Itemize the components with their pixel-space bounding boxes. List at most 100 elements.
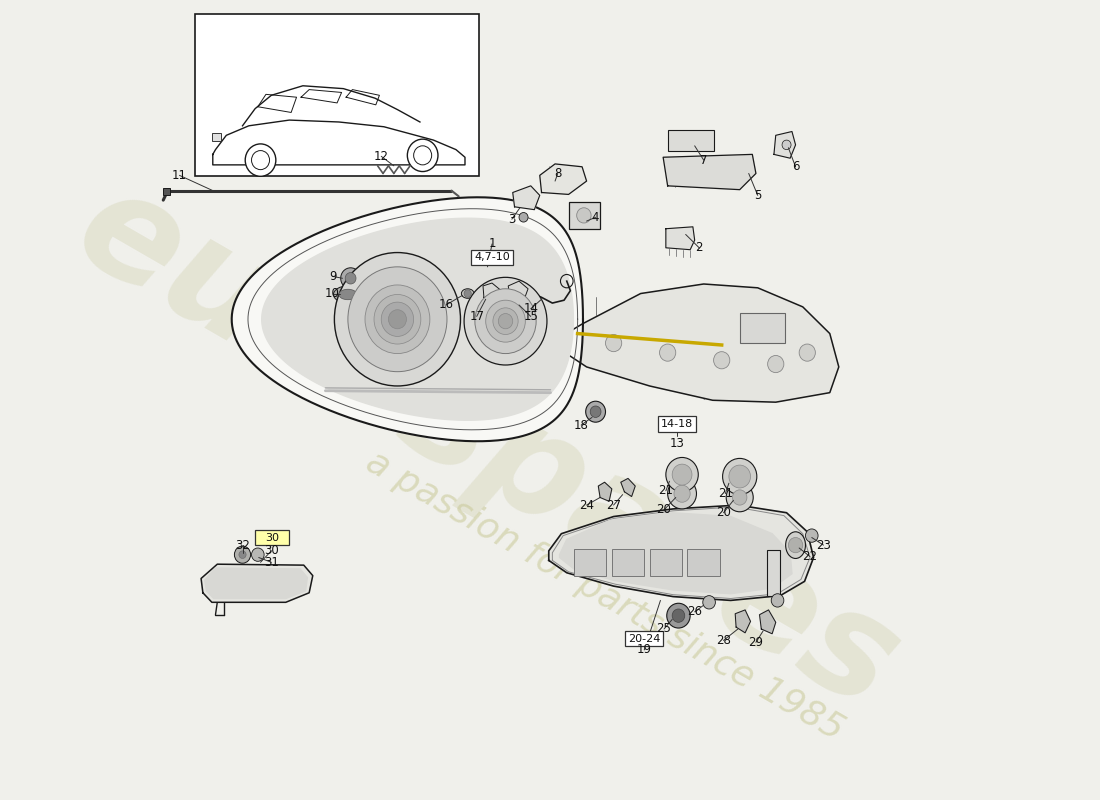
Ellipse shape xyxy=(785,532,805,558)
Circle shape xyxy=(252,548,264,562)
Circle shape xyxy=(382,302,414,337)
Text: 20: 20 xyxy=(716,506,730,519)
Text: 20-24: 20-24 xyxy=(628,634,660,643)
Text: 18: 18 xyxy=(574,418,589,431)
Text: 15: 15 xyxy=(524,310,538,323)
Polygon shape xyxy=(598,482,612,502)
Bar xyxy=(569,202,601,229)
Text: 26: 26 xyxy=(688,606,702,618)
Text: 21: 21 xyxy=(659,484,673,498)
Text: 7: 7 xyxy=(700,154,707,166)
Circle shape xyxy=(703,596,715,609)
Circle shape xyxy=(245,144,276,176)
Circle shape xyxy=(464,290,471,298)
Text: 11: 11 xyxy=(172,169,187,182)
Circle shape xyxy=(723,458,757,494)
Circle shape xyxy=(667,603,690,628)
Circle shape xyxy=(672,609,685,622)
Ellipse shape xyxy=(461,289,474,298)
Text: 8: 8 xyxy=(554,167,561,180)
Circle shape xyxy=(493,308,518,334)
Circle shape xyxy=(486,300,526,342)
Text: 17: 17 xyxy=(470,310,484,323)
Text: eurospares: eurospares xyxy=(53,156,922,740)
Text: 14-18: 14-18 xyxy=(660,419,693,429)
Text: 29: 29 xyxy=(748,636,763,649)
Text: 5: 5 xyxy=(754,189,761,202)
Circle shape xyxy=(674,485,690,502)
Text: 31: 31 xyxy=(264,556,278,569)
Text: 4: 4 xyxy=(592,210,600,224)
Polygon shape xyxy=(513,186,540,210)
Circle shape xyxy=(591,406,601,418)
Polygon shape xyxy=(549,505,814,601)
Circle shape xyxy=(729,465,750,488)
Bar xyxy=(650,549,682,576)
Polygon shape xyxy=(560,513,792,594)
Bar xyxy=(612,549,645,576)
FancyBboxPatch shape xyxy=(255,530,289,545)
Polygon shape xyxy=(483,283,500,300)
Circle shape xyxy=(733,490,747,505)
Text: 30: 30 xyxy=(265,533,279,542)
Circle shape xyxy=(334,253,461,386)
Circle shape xyxy=(782,140,791,150)
Circle shape xyxy=(714,352,729,369)
Bar xyxy=(574,549,606,576)
Circle shape xyxy=(374,294,421,344)
Bar xyxy=(688,549,719,576)
Text: 23: 23 xyxy=(816,538,831,552)
Circle shape xyxy=(348,267,447,372)
Polygon shape xyxy=(666,227,695,250)
Polygon shape xyxy=(735,610,750,633)
Text: 21: 21 xyxy=(718,487,733,500)
Bar xyxy=(767,550,780,596)
Bar xyxy=(163,188,170,195)
Circle shape xyxy=(668,478,696,509)
Circle shape xyxy=(239,551,246,558)
Text: 9: 9 xyxy=(329,270,337,283)
Polygon shape xyxy=(232,198,583,442)
Text: 16: 16 xyxy=(439,298,453,311)
Circle shape xyxy=(475,289,536,354)
Bar xyxy=(212,134,221,141)
Polygon shape xyxy=(620,478,635,497)
Text: 25: 25 xyxy=(657,622,671,635)
Circle shape xyxy=(345,273,356,284)
Circle shape xyxy=(498,314,513,329)
Text: 32: 32 xyxy=(235,538,250,552)
Text: 4,7-10: 4,7-10 xyxy=(474,252,510,262)
Polygon shape xyxy=(540,164,586,194)
Polygon shape xyxy=(551,284,839,402)
Text: 19: 19 xyxy=(637,643,651,657)
Circle shape xyxy=(585,402,605,422)
Text: 14: 14 xyxy=(524,302,538,315)
Ellipse shape xyxy=(339,290,356,300)
Circle shape xyxy=(388,310,406,329)
Circle shape xyxy=(666,458,698,492)
Text: 6: 6 xyxy=(792,160,800,174)
Circle shape xyxy=(726,483,754,512)
Text: a passion for parts since 1985: a passion for parts since 1985 xyxy=(360,445,849,747)
Circle shape xyxy=(519,213,528,222)
Polygon shape xyxy=(508,281,528,301)
Polygon shape xyxy=(663,154,756,190)
Circle shape xyxy=(234,546,251,563)
Text: 22: 22 xyxy=(803,550,817,563)
Bar xyxy=(195,14,478,176)
Bar xyxy=(739,313,784,343)
Circle shape xyxy=(576,208,591,223)
Circle shape xyxy=(771,594,784,607)
Circle shape xyxy=(605,334,621,352)
Polygon shape xyxy=(262,218,573,420)
Circle shape xyxy=(800,344,815,361)
Text: 3: 3 xyxy=(508,213,516,226)
Circle shape xyxy=(768,355,784,373)
Polygon shape xyxy=(759,610,775,634)
Polygon shape xyxy=(201,564,312,602)
Circle shape xyxy=(365,285,430,354)
Circle shape xyxy=(660,344,675,361)
Text: 12: 12 xyxy=(374,150,388,162)
Circle shape xyxy=(341,268,361,289)
Bar xyxy=(668,130,715,150)
